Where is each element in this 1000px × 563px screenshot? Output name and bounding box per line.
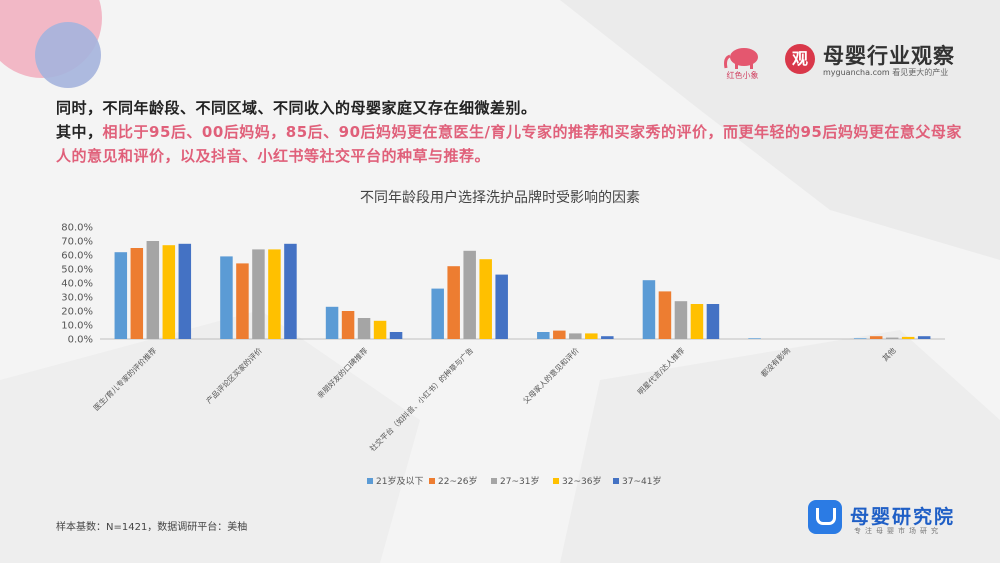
legend-label: 32~36岁 — [562, 475, 601, 487]
bar — [220, 256, 233, 339]
bar — [642, 280, 656, 339]
brand-name: 母婴行业观察 — [823, 44, 955, 68]
bar — [917, 336, 931, 339]
elephant-logo: 红色小象 — [720, 42, 765, 80]
bar — [553, 330, 566, 339]
legend-label: 22~26岁 — [438, 475, 477, 487]
elephant-icon — [724, 48, 758, 69]
x-tick-label: 亲朋好友的口碑推荐 — [315, 345, 370, 400]
bar — [389, 332, 403, 339]
bar — [114, 252, 128, 339]
bar — [706, 304, 720, 339]
legend-label: 27~31岁 — [500, 475, 539, 487]
legend-swatch — [613, 478, 619, 484]
bar — [869, 336, 883, 339]
x-tick-label: 医生/育儿专家的评价推荐 — [91, 345, 159, 413]
bar — [146, 241, 160, 339]
x-tick-label: 社交平台（如抖音、小红书）的种草与广告 — [367, 345, 475, 453]
brand-url: myguancha.com 看见更大的产业 — [823, 68, 949, 77]
y-tick-label: 0.0% — [68, 335, 93, 346]
bar — [178, 243, 192, 339]
bar — [537, 332, 550, 339]
bar — [674, 301, 688, 339]
legend-swatch — [429, 478, 435, 484]
x-tick-label: 父母家人的意见和评价 — [521, 345, 581, 405]
intro-prefix: 其中， — [56, 123, 103, 141]
legend-label: 21岁及以下 — [376, 475, 423, 487]
bar — [447, 266, 460, 339]
blue-circle-decoration — [35, 22, 101, 88]
bar — [130, 248, 144, 339]
legend-swatch — [367, 478, 373, 484]
y-tick-label: 50.0% — [61, 265, 93, 276]
legend-swatch — [491, 478, 497, 484]
legend-label: 37~41岁 — [622, 475, 661, 487]
bar — [252, 249, 265, 339]
brand-logo-icon: 观 — [785, 44, 815, 74]
bar — [585, 333, 598, 339]
bar — [658, 291, 672, 339]
intro-highlight: 相比于95后、00后妈妈，85后、90后妈妈更在意医生/育儿专家的推荐和买家秀的… — [56, 123, 962, 165]
bar — [748, 338, 761, 339]
legend-swatch — [553, 478, 559, 484]
institute-icon — [808, 500, 842, 534]
bar — [901, 336, 915, 339]
x-tick-label: 其他 — [880, 345, 898, 363]
bar — [885, 337, 899, 339]
intro-line-1: 同时，不同年龄段、不同区域、不同收入的母婴家庭又存在细微差别。 — [56, 99, 537, 117]
bar — [463, 250, 476, 339]
bar — [284, 243, 297, 339]
y-tick-label: 70.0% — [61, 237, 93, 248]
bar — [268, 249, 281, 339]
y-tick-label: 40.0% — [61, 279, 93, 290]
y-tick-label: 60.0% — [61, 251, 93, 262]
intro-line-2: 其中，相比于95后、00后妈妈，85后、90后妈妈更在意医生/育儿专家的推荐和买… — [56, 120, 966, 168]
bar — [162, 245, 176, 339]
bar — [236, 263, 249, 339]
bar — [431, 288, 444, 339]
bar — [690, 304, 704, 339]
sample-note: 样本基数：N=1421，数据调研平台：美柚 — [56, 522, 248, 533]
bar — [569, 333, 582, 339]
bar — [853, 338, 867, 339]
bar — [325, 306, 339, 339]
x-tick-label: 明星代言/达人推荐 — [635, 345, 687, 397]
bar — [479, 259, 492, 339]
elephant-logo-text: 红色小象 — [726, 71, 759, 80]
bar — [357, 318, 371, 339]
y-tick-label: 10.0% — [61, 321, 93, 332]
y-tick-label: 80.0% — [61, 223, 93, 234]
bar — [495, 274, 508, 339]
bar — [373, 320, 387, 339]
institute-name: 母婴研究院 — [850, 506, 956, 528]
bar — [601, 336, 614, 339]
x-tick-label: 都没有影响 — [758, 345, 792, 379]
x-tick-label: 产品评论区买家的评价 — [204, 345, 264, 405]
chart-title: 不同年龄段用户选择洗护品牌时受影响的因素 — [360, 190, 640, 206]
y-tick-label: 20.0% — [61, 307, 93, 318]
institute-subtitle: 专注母婴市场研究 — [854, 527, 942, 535]
intro-text: 同时，不同年龄段、不同区域、不同收入的母婴家庭又存在细微差别。 其中，相比于95… — [56, 96, 966, 168]
bar — [341, 311, 355, 339]
y-tick-label: 30.0% — [61, 293, 93, 304]
